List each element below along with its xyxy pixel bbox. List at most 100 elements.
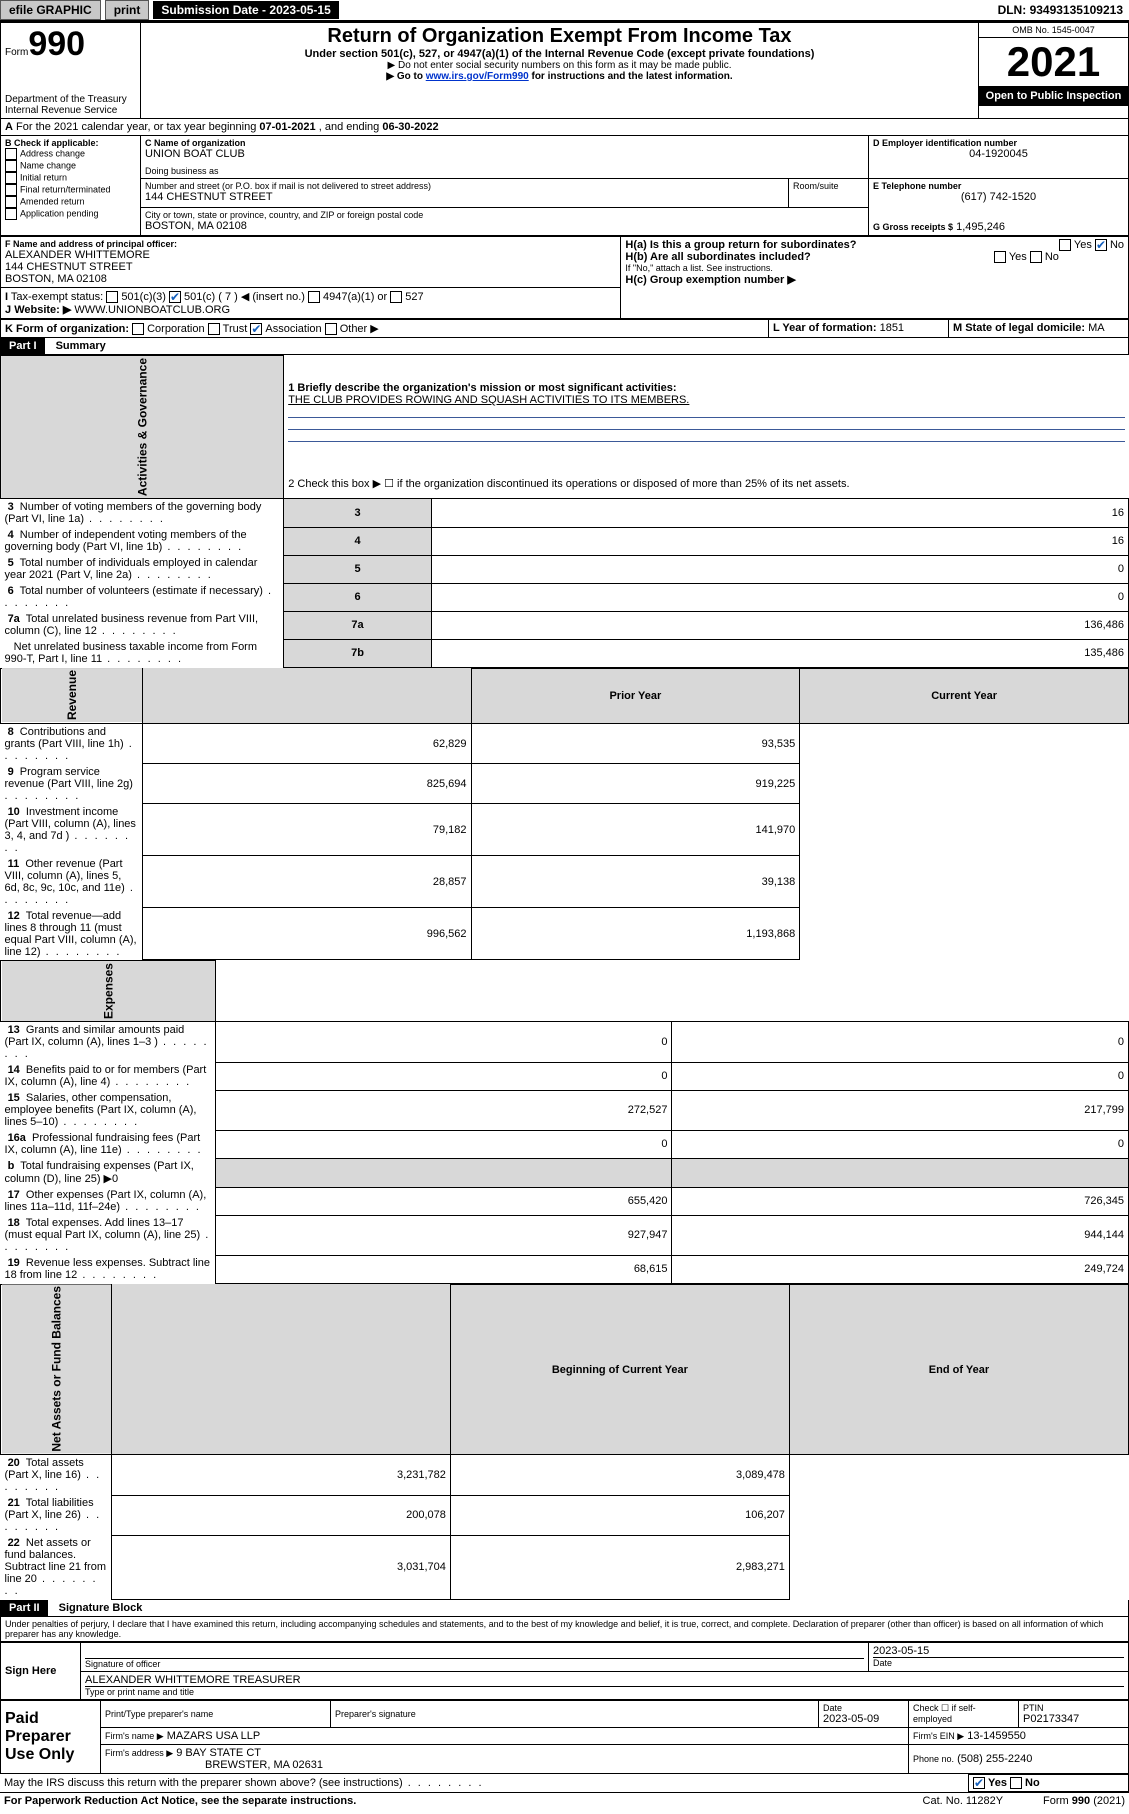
k-label: K Form of organization:: [5, 323, 129, 335]
part2-hdr: Part II: [1, 1600, 48, 1616]
j-label: Website: ▶: [14, 304, 71, 316]
part2-title: Signature Block: [59, 1602, 143, 1614]
cb-4947[interactable]: [308, 291, 320, 303]
form-sub1: Under section 501(c), 527, or 4947(a)(1)…: [145, 48, 974, 60]
cb-trust[interactable]: [208, 323, 220, 335]
vert-exp: Expenses: [1, 961, 216, 1022]
ein: 04-1920045: [873, 148, 1124, 160]
hb-yes[interactable]: [994, 251, 1006, 263]
cb-corp[interactable]: [132, 323, 144, 335]
firm-phone: (508) 255-2240: [957, 1753, 1032, 1765]
website: WWW.UNIONBOATCLUB.ORG: [74, 304, 230, 316]
dept: Department of the Treasury: [5, 94, 136, 105]
ha-yes[interactable]: [1059, 239, 1071, 251]
formno: Form 990 (2021): [1043, 1795, 1125, 1807]
i-3: 527: [405, 291, 423, 303]
omb: OMB No. 1545-0047: [979, 23, 1128, 38]
vert-gov: Activities & Governance: [1, 356, 284, 499]
firm-addr2: BREWSTER, MA 02631: [205, 1759, 323, 1771]
part1-gov: Activities & Governance 1 Briefly descri…: [0, 355, 1129, 668]
yes-3: Yes: [988, 1777, 1007, 1789]
phone: (617) 742-1520: [873, 191, 1124, 203]
discuss-row: May the IRS discuss this return with the…: [0, 1774, 1129, 1792]
i-2: 4947(a)(1) or: [323, 291, 387, 303]
efile-btn[interactable]: efile GRAPHIC: [0, 0, 101, 20]
cb-501c3[interactable]: [106, 291, 118, 303]
q1-label: 1 Briefly describe the organization's mi…: [288, 382, 1124, 394]
q1-val: THE CLUB PROVIDES ROWING AND SQUASH ACTI…: [288, 394, 1124, 406]
no-1: No: [1110, 239, 1124, 251]
hb-no[interactable]: [1030, 251, 1042, 263]
officer-street: 144 CHESTNUT STREET: [5, 261, 616, 273]
yes-2: Yes: [1009, 251, 1027, 263]
k-0: Corporation: [147, 323, 204, 335]
fh-block: F Name and address of principal officer:…: [0, 236, 1129, 319]
k-2: Association: [265, 323, 321, 335]
cb-other[interactable]: [325, 323, 337, 335]
gross-receipts: 1,495,246: [956, 221, 1005, 233]
ptin-lbl: PTIN: [1023, 1703, 1124, 1713]
e-label: E Telephone number: [873, 181, 1124, 191]
firm-ein-lbl: Firm's EIN ▶: [913, 1731, 964, 1741]
officer-name: ALEXANDER WHITTEMORE: [5, 249, 616, 261]
cb-amended[interactable]: [5, 196, 17, 208]
discuss: May the IRS discuss this return with the…: [4, 1777, 403, 1789]
open-inspection: Open to Public Inspection: [979, 86, 1128, 106]
part1-net: Net Assets or Fund Balances Beginning of…: [0, 1284, 1129, 1600]
form-word: Form: [5, 47, 28, 58]
id-block: B Check if applicable: Address change Na…: [0, 135, 1129, 236]
prep-date: 2023-05-09: [823, 1713, 904, 1725]
firm-name: MAZARS USA LLP: [167, 1730, 261, 1742]
check-if: Check ☐ if self-employed: [909, 1700, 1019, 1727]
discuss-yes[interactable]: [973, 1777, 985, 1789]
submission-date: Submission Date - 2023-05-15: [153, 1, 338, 19]
cb-501c[interactable]: [169, 291, 181, 303]
cb-527[interactable]: [390, 291, 402, 303]
hc-label: H(c) Group exemption number ▶: [625, 274, 795, 286]
cb-initial[interactable]: [5, 172, 17, 184]
pt-name: Print/Type preparer's name: [105, 1709, 326, 1719]
ha-no[interactable]: [1095, 239, 1107, 251]
hc: H(c) Group exemption number ▶: [625, 273, 1124, 286]
a-end: 06-30-2022: [382, 121, 438, 133]
part1-exp: Expenses 13 Grants and similar amounts p…: [0, 960, 1129, 1284]
b-opt-2: Initial return: [20, 172, 67, 182]
l-val: 1851: [880, 322, 904, 334]
hb-note: If "No," attach a list. See instructions…: [625, 263, 1124, 273]
paid-preparer: Paid Preparer Use Only Print/Type prepar…: [0, 1700, 1129, 1774]
sig-officer-lbl: Signature of officer: [85, 1659, 864, 1669]
col-curr: Current Year: [800, 668, 1129, 723]
b-label: B Check if applicable:: [5, 138, 136, 148]
cb-final[interactable]: [5, 184, 17, 196]
i-0: 501(c)(3): [121, 291, 166, 303]
ha-label: H(a) Is this a group return for subordin…: [625, 239, 856, 251]
b-opt-3: Final return/terminated: [20, 184, 111, 194]
cb-assoc[interactable]: [250, 323, 262, 335]
cb-name[interactable]: [5, 160, 17, 172]
sub3-pre: ▶ Go to: [386, 71, 425, 82]
street-label: Number and street (or P.O. box if mail i…: [145, 181, 784, 191]
room-label: Room/suite: [793, 181, 864, 191]
sub-label: Submission Date -: [161, 3, 269, 17]
c-label: C Name of organization: [145, 138, 864, 148]
cb-address[interactable]: [5, 148, 17, 160]
prep-sig: Preparer's signature: [335, 1709, 814, 1719]
ha: H(a) Is this a group return for subordin…: [625, 239, 1124, 251]
m-label: M State of legal domicile:: [953, 322, 1085, 334]
no-3: No: [1025, 1777, 1040, 1789]
sig-date: 2023-05-15: [873, 1645, 1124, 1657]
vert-rev: Revenue: [1, 668, 143, 723]
cb-pending[interactable]: [5, 208, 17, 220]
prep-date-lbl: Date: [823, 1703, 904, 1713]
catno: Cat. No. 11282Y: [923, 1795, 1004, 1807]
print-btn[interactable]: print: [105, 0, 150, 20]
l-label: L Year of formation:: [773, 322, 877, 334]
a-mid: , and ending: [316, 121, 383, 133]
b-opt-1: Name change: [20, 160, 76, 170]
instructions-link[interactable]: www.irs.gov/Form990: [426, 71, 529, 82]
col-prior: Prior Year: [471, 668, 800, 723]
col-beg: Beginning of Current Year: [450, 1284, 789, 1455]
discuss-no[interactable]: [1010, 1777, 1022, 1789]
sign-here: Sign Here: [1, 1642, 81, 1699]
no-2: No: [1045, 251, 1059, 263]
